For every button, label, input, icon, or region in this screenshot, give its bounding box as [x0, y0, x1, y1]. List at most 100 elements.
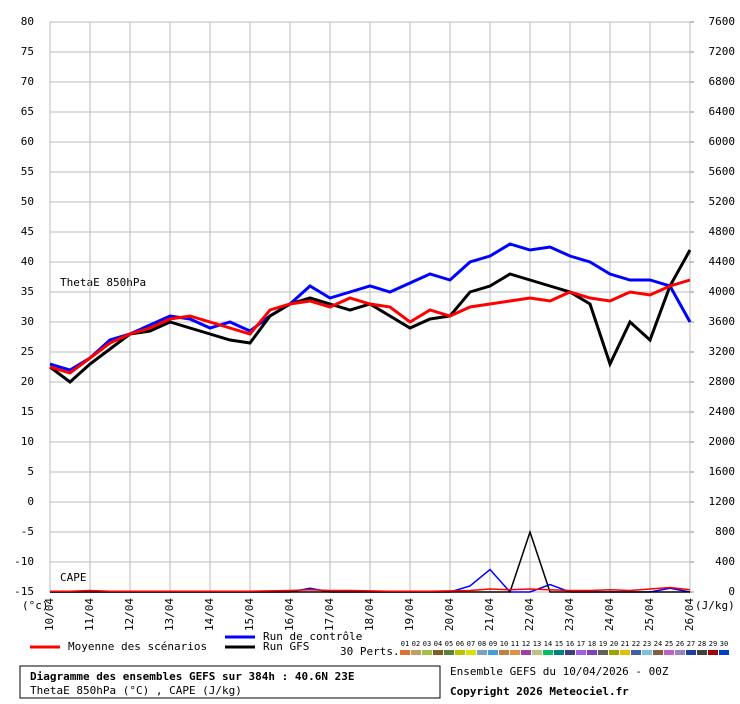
- y2-tick-label: 1600: [709, 465, 736, 478]
- pert-swatch: [609, 650, 619, 655]
- pert-label: 20: [610, 640, 618, 648]
- pert-swatch: [499, 650, 509, 655]
- pert-label: 21: [621, 640, 629, 648]
- y2-tick-label: 6400: [709, 105, 736, 118]
- y-tick-label: 60: [21, 135, 34, 148]
- legend-label: Run de contrôle: [263, 630, 362, 643]
- pert-label: 27: [687, 640, 695, 648]
- pert-label: 03: [423, 640, 431, 648]
- pert-label: 28: [698, 640, 706, 648]
- pert-swatch: [444, 650, 454, 655]
- x-tick-label: 26/04: [683, 598, 696, 631]
- pert-swatch: [400, 650, 410, 655]
- x-tick-label: 22/04: [523, 598, 536, 631]
- pert-swatch: [521, 650, 531, 655]
- pert-label: 07: [467, 640, 475, 648]
- y-tick-label: 10: [21, 435, 34, 448]
- x-tick-label: 18/04: [363, 598, 376, 631]
- pert-swatch: [697, 650, 707, 655]
- pert-label: 04: [434, 640, 442, 648]
- x-tick-label: 21/04: [483, 598, 496, 631]
- pert-swatch: [587, 650, 597, 655]
- y2-tick-label: 2800: [709, 375, 736, 388]
- y-tick-label: 0: [27, 495, 34, 508]
- x-tick-label: 14/04: [203, 598, 216, 631]
- y2-tick-label: 4000: [709, 285, 736, 298]
- series-line: [49, 242, 692, 372]
- x-tick-label: 17/04: [323, 598, 336, 631]
- y2-tick-label: 5600: [709, 165, 736, 178]
- pert-swatch: [477, 650, 487, 655]
- pert-label: 08: [478, 640, 486, 648]
- pert-label: 12: [522, 640, 530, 648]
- x-tick-label: 10/04: [43, 598, 56, 631]
- legend-label: Run GFS: [263, 640, 309, 653]
- pert-label: 15: [555, 640, 563, 648]
- y-tick-label: -15: [14, 585, 34, 598]
- pert-swatch: [554, 650, 564, 655]
- pert-swatch: [455, 650, 465, 655]
- x-tick-label: 12/04: [123, 598, 136, 631]
- x-tick-label: 19/04: [403, 598, 416, 631]
- pert-swatch: [488, 650, 498, 655]
- pert-label: 22: [632, 640, 640, 648]
- y2-tick-label: 3600: [709, 315, 736, 328]
- pert-label: 17: [577, 640, 585, 648]
- pert-label: 26: [676, 640, 684, 648]
- pert-label: 10: [500, 640, 508, 648]
- cape-label: CAPE: [60, 571, 87, 584]
- pert-swatch: [411, 650, 421, 655]
- pert-label: 11: [511, 640, 519, 648]
- pert-swatch: [631, 650, 641, 655]
- y-tick-label: 30: [21, 315, 34, 328]
- y2-tick-label: 2000: [709, 435, 736, 448]
- pert-label: 13: [533, 640, 541, 648]
- pert-label: 23: [643, 640, 651, 648]
- pert-label: 30: [720, 640, 728, 648]
- x-tick-label: 20/04: [443, 598, 456, 631]
- y2-tick-label: 0: [728, 585, 735, 598]
- y-tick-label: 80: [21, 15, 34, 28]
- y-tick-label: 25: [21, 345, 34, 358]
- chart-title: Diagramme des ensembles GEFS sur 384h : …: [30, 670, 355, 683]
- y-tick-label: 15: [21, 405, 34, 418]
- y-tick-label: -10: [14, 555, 34, 568]
- y2-tick-label: 6800: [709, 75, 736, 88]
- pert-swatch: [576, 650, 586, 655]
- pert-label: 25: [665, 640, 673, 648]
- y2-tick-label: 400: [715, 555, 735, 568]
- pert-swatch: [664, 650, 674, 655]
- pert-swatch: [653, 650, 663, 655]
- run-info: Ensemble GEFS du 10/04/2026 - 00Z: [450, 665, 669, 678]
- pert-swatch: [620, 650, 630, 655]
- copyright: Copyright 2026 Meteociel.fr: [450, 685, 629, 698]
- y2-tick-label: 7200: [709, 45, 736, 58]
- series-line: [50, 586, 691, 592]
- legend-label: Moyenne des scénarios: [68, 640, 207, 653]
- chart-subtitle: ThetaE 850hPa (°C) , CAPE (J/kg): [30, 684, 242, 697]
- y-tick-label: 40: [21, 255, 34, 268]
- y2-tick-label: 2400: [709, 405, 736, 418]
- left-unit: (°c): [22, 599, 49, 612]
- y2-tick-label: 1200: [709, 495, 736, 508]
- pert-swatch: [510, 650, 520, 655]
- pert-swatch: [686, 650, 696, 655]
- pert-swatch: [433, 650, 443, 655]
- pert-label: 19: [599, 640, 607, 648]
- title-box: [19, 665, 441, 699]
- perts-label: 30 Perts.: [340, 645, 400, 658]
- y-tick-label: 5: [27, 465, 34, 478]
- y2-tick-label: 4400: [709, 255, 736, 268]
- pert-swatch: [642, 650, 652, 655]
- x-tick-label: 25/04: [643, 598, 656, 631]
- x-tick-label: 24/04: [603, 598, 616, 631]
- y-tick-label: 55: [21, 165, 34, 178]
- pert-label: 09: [489, 640, 497, 648]
- x-tick-label: 23/04: [563, 598, 576, 631]
- pert-label: 29: [709, 640, 717, 648]
- thetae-label: ThetaE 850hPa: [60, 276, 146, 289]
- y-tick-label: 50: [21, 195, 34, 208]
- pert-label: 16: [566, 640, 574, 648]
- y2-tick-label: 6000: [709, 135, 736, 148]
